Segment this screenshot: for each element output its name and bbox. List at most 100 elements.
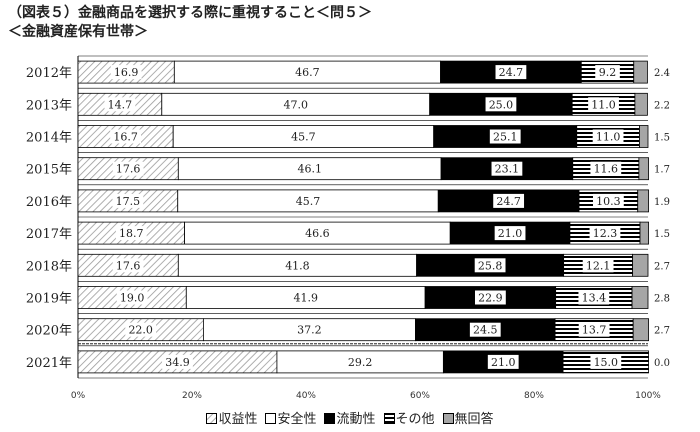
legend-swatch bbox=[442, 413, 454, 424]
x-tick-label: 40% bbox=[296, 391, 316, 400]
data-label: 24.5 bbox=[473, 324, 498, 337]
data-label: 11.0 bbox=[591, 98, 616, 111]
data-label: 34.9 bbox=[165, 356, 190, 369]
bar-segment-無回答 bbox=[638, 157, 649, 181]
data-label: 18.7 bbox=[119, 227, 144, 240]
data-label-box bbox=[474, 258, 506, 273]
bar-segment-無回答 bbox=[639, 125, 649, 148]
legend-swatch bbox=[206, 413, 218, 424]
data-label-box bbox=[588, 97, 619, 112]
data-label: 47.0 bbox=[283, 98, 308, 111]
data-label-box bbox=[589, 226, 621, 241]
data-label: 22.0 bbox=[128, 324, 153, 337]
data-label-box bbox=[493, 193, 525, 208]
category-label: 2021年 bbox=[26, 356, 72, 371]
data-label-box bbox=[590, 161, 622, 176]
data-label: 2.4 bbox=[654, 68, 670, 79]
data-label: 16.7 bbox=[113, 131, 138, 144]
data-label: 2.2 bbox=[654, 100, 670, 111]
data-label-box bbox=[110, 65, 142, 80]
data-label: 9.2 bbox=[599, 66, 617, 79]
legend-label: 流動性 bbox=[336, 412, 376, 427]
legend-label: その他 bbox=[395, 412, 435, 427]
x-tick-label: 80% bbox=[524, 391, 544, 400]
chart-subtitle: ＜金融資産保有世帯＞ bbox=[8, 24, 148, 40]
data-label: 1.7 bbox=[654, 165, 670, 176]
data-label: 13.7 bbox=[582, 324, 607, 337]
category-label: 2013年 bbox=[26, 98, 72, 113]
data-label: 16.9 bbox=[114, 66, 139, 79]
data-label: 25.8 bbox=[478, 259, 503, 272]
data-label-box bbox=[578, 322, 610, 337]
data-label: 46.1 bbox=[297, 163, 322, 176]
data-label-box bbox=[485, 97, 517, 112]
data-label: 25.0 bbox=[489, 98, 514, 111]
data-label-box bbox=[110, 129, 141, 144]
chart-legend: 収益性 安全性 流動性 その他 無回答 bbox=[0, 408, 700, 427]
category-label: 2012年 bbox=[26, 66, 72, 81]
data-label: 2.7 bbox=[654, 261, 670, 272]
legend-label: 収益性 bbox=[218, 412, 258, 427]
data-label: 0.0 bbox=[654, 358, 670, 369]
data-label-box bbox=[495, 65, 527, 80]
data-label-box bbox=[104, 97, 136, 112]
legend-label: 無回答 bbox=[454, 412, 494, 427]
data-label-box bbox=[112, 161, 144, 176]
data-label-box bbox=[590, 354, 622, 369]
stacked-bar-chart: 2012年 16.9 46.7 24.7 9.2 2.4 2013年 14.7 47.0 25.0… bbox=[26, 55, 670, 400]
category-label: 2017年 bbox=[26, 227, 72, 242]
x-tick-label: 100% bbox=[635, 391, 661, 400]
bar-segment-無回答 bbox=[639, 221, 649, 245]
data-label-box bbox=[489, 129, 521, 144]
data-label-box bbox=[112, 258, 144, 273]
data-label-box bbox=[578, 290, 610, 305]
chart-title: （図表５）金融商品を選択する際に重視すること＜問５＞ bbox=[8, 5, 372, 21]
legend-item-安全性: 安全性 bbox=[265, 408, 316, 427]
data-label: 29.2 bbox=[348, 356, 373, 369]
bar-segment-無回答 bbox=[633, 60, 648, 84]
data-label-box bbox=[125, 322, 157, 337]
category-label: 2019年 bbox=[26, 292, 72, 307]
data-label: 1.5 bbox=[654, 229, 670, 240]
data-label: 37.2 bbox=[297, 324, 322, 337]
bar-segment-無回答 bbox=[632, 318, 649, 342]
data-label: 17.6 bbox=[116, 163, 141, 176]
data-label-box bbox=[116, 290, 148, 305]
legend-item-流動性: 流動性 bbox=[324, 408, 376, 427]
data-label: 1.5 bbox=[654, 133, 670, 144]
data-label: 13.4 bbox=[582, 292, 607, 305]
data-label-box bbox=[112, 193, 144, 208]
data-label-box bbox=[487, 354, 519, 369]
x-tick-label: 60% bbox=[410, 391, 430, 400]
legend-swatch bbox=[383, 413, 395, 424]
category-label: 2020年 bbox=[26, 324, 72, 339]
legend-swatch bbox=[324, 413, 336, 424]
data-label: 11.0 bbox=[596, 131, 621, 144]
data-label: 41.9 bbox=[293, 292, 318, 305]
legend-label: 安全性 bbox=[277, 412, 317, 427]
legend-item-収益性: 収益性 bbox=[206, 408, 257, 427]
data-label: 46.7 bbox=[295, 66, 320, 79]
data-label: 10.3 bbox=[596, 195, 621, 208]
bar-segment-無回答 bbox=[632, 253, 649, 277]
data-label: 2.7 bbox=[654, 326, 670, 337]
data-label-box bbox=[494, 226, 526, 241]
data-label: 22.9 bbox=[478, 292, 503, 305]
category-label: 2015年 bbox=[26, 163, 72, 178]
data-label-box bbox=[595, 65, 620, 80]
bar-segment-無回答 bbox=[634, 92, 648, 116]
data-label: 15.0 bbox=[594, 356, 619, 369]
data-label: 2.8 bbox=[654, 294, 670, 305]
data-label: 1.9 bbox=[654, 197, 670, 208]
category-label: 2016年 bbox=[26, 195, 72, 210]
data-label: 11.6 bbox=[594, 163, 619, 176]
data-label-box bbox=[582, 258, 614, 273]
data-label: 45.7 bbox=[296, 195, 321, 208]
data-label-box bbox=[115, 226, 147, 241]
data-label: 17.6 bbox=[116, 259, 141, 272]
data-label-box bbox=[469, 322, 501, 337]
data-label-box bbox=[592, 129, 624, 144]
bar-segment-無回答 bbox=[637, 189, 649, 213]
legend-item-無回答: 無回答 bbox=[442, 408, 494, 427]
data-label: 24.7 bbox=[496, 195, 521, 208]
